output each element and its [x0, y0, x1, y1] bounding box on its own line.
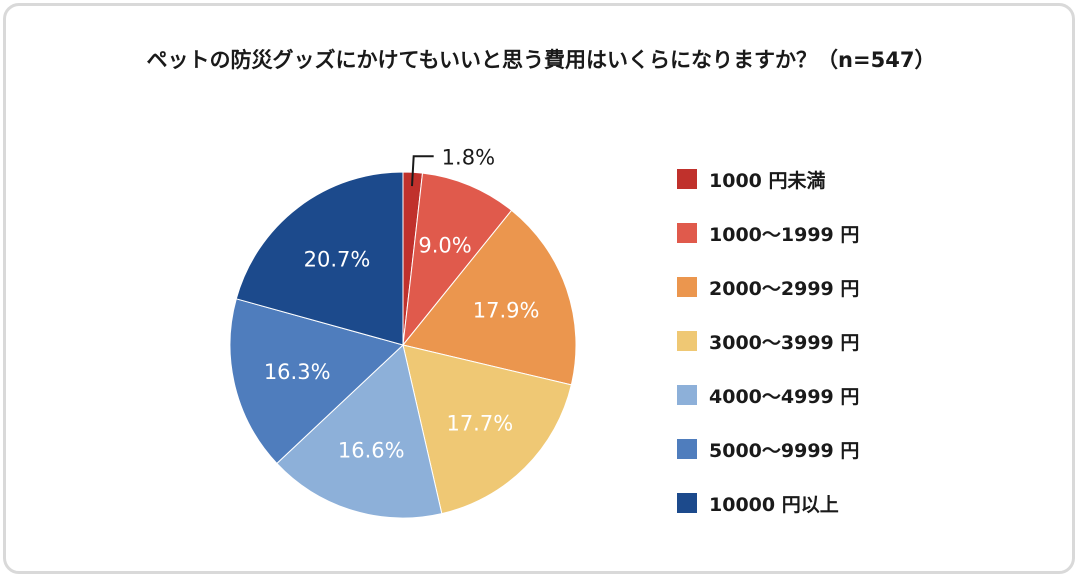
- pie-slice-6: [235, 171, 404, 346]
- legend-item-0: 1000 円未満: [677, 152, 859, 206]
- legend-label-1: 1000〜1999 円: [709, 223, 860, 246]
- legend-item-3: 3000〜3999 円: [677, 314, 859, 368]
- pie-label-3: 17.7%: [446, 411, 513, 435]
- pie-slice-3: [402, 344, 572, 515]
- legend-item-4: 4000〜4999 円: [677, 368, 859, 422]
- legend-swatch-1: [677, 223, 697, 243]
- legend-swatch-0: [677, 169, 697, 189]
- pie-slice-5: [229, 298, 404, 465]
- legend: 1000 円未満 1000〜1999 円 2000〜2999 円 3000〜3999 …: [677, 152, 859, 530]
- pie-slice-1: [402, 172, 513, 347]
- legend-item-1: 1000〜1999 円: [677, 206, 859, 260]
- pie-slice-2: [402, 209, 577, 386]
- pie-label-5: 16.3%: [264, 360, 331, 384]
- legend-swatch-4: [677, 385, 697, 405]
- legend-label-0: 1000 円未満: [709, 169, 826, 192]
- pie-label-0: 1.8%: [442, 145, 495, 169]
- legend-swatch-2: [677, 277, 697, 297]
- pie-label-4: 16.6%: [338, 438, 405, 462]
- legend-swatch-5: [677, 439, 697, 459]
- pie-label-1: 9.0%: [418, 233, 471, 257]
- pie-slice-4: [276, 344, 443, 519]
- legend-label-2: 2000〜2999 円: [709, 277, 860, 300]
- legend-item-6: 10000 円以上: [677, 476, 859, 530]
- legend-item-5: 5000〜9999 円: [677, 422, 859, 476]
- pie-label-6: 20.7%: [304, 247, 371, 271]
- legend-label-5: 5000〜9999 円: [709, 439, 860, 462]
- pie-leader-line-0: [410, 155, 434, 187]
- legend-label-6: 10000 円以上: [709, 493, 839, 516]
- pie-label-2: 17.9%: [473, 299, 540, 323]
- chart-title: ペットの防災グッズにかけてもいいと思う費用はいくらになりますか？（n=547）: [146, 48, 936, 72]
- legend-label-4: 4000〜4999 円: [709, 385, 860, 408]
- chart-frame: [3, 3, 1075, 574]
- legend-label-3: 3000〜3999 円: [709, 331, 860, 354]
- legend-swatch-3: [677, 331, 697, 351]
- legend-item-2: 2000〜2999 円: [677, 260, 859, 314]
- legend-swatch-6: [677, 493, 697, 513]
